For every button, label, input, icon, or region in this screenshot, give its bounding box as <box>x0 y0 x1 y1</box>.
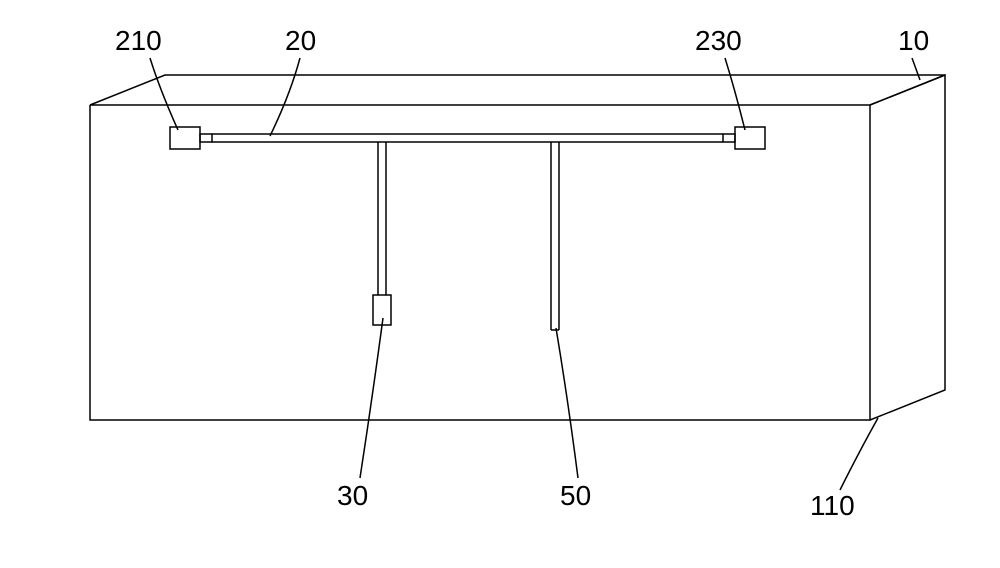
substrate-top-face <box>90 75 945 105</box>
leader-20 <box>270 58 300 136</box>
label-110: 110 <box>810 490 855 522</box>
substrate-front-face <box>90 105 870 420</box>
right-pad <box>735 127 765 149</box>
right-connector <box>723 134 735 142</box>
leader-230 <box>725 58 745 130</box>
label-50: 50 <box>560 480 591 512</box>
leader-50 <box>556 328 578 478</box>
diagram-canvas: 210 20 230 10 30 50 110 <box>0 0 1000 568</box>
left-pad <box>170 127 200 149</box>
left-connector <box>200 134 212 142</box>
label-230: 230 <box>695 25 742 57</box>
label-210: 210 <box>115 25 162 57</box>
leader-30 <box>360 318 383 478</box>
label-30: 30 <box>337 480 368 512</box>
leader-210 <box>150 58 178 130</box>
label-10: 10 <box>898 25 929 57</box>
substrate-right-face <box>870 75 945 420</box>
substrate-block <box>90 75 945 420</box>
channel-structure <box>170 127 765 330</box>
leader-lines <box>150 58 920 490</box>
leader-110 <box>840 418 878 490</box>
diagram-svg <box>0 0 1000 568</box>
label-20: 20 <box>285 25 316 57</box>
leader-10 <box>912 58 920 80</box>
